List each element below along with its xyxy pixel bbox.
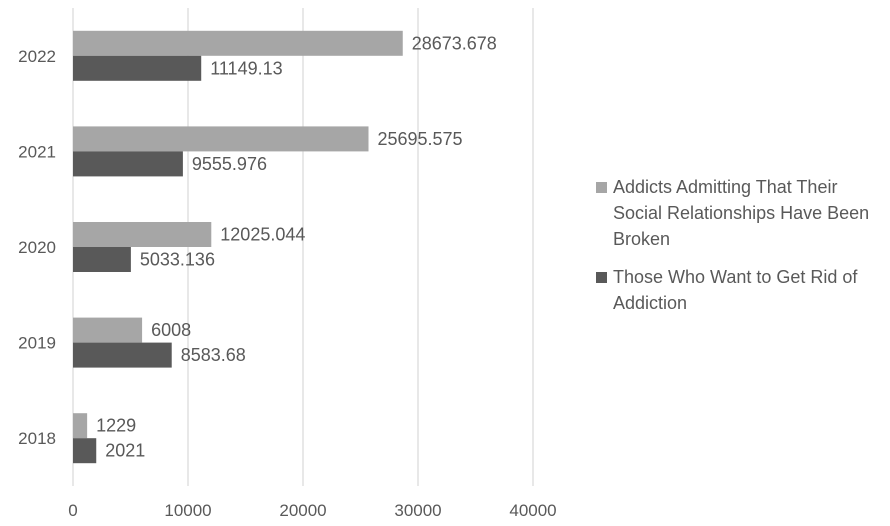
legend: Addicts Admitting That Their Social Rela… — [596, 174, 890, 328]
data-label-series1-2021: 9555.976 — [192, 154, 267, 174]
x-tick-label-10000: 10000 — [164, 501, 211, 520]
category-label-2022: 2022 — [18, 47, 56, 66]
data-label-series0-2021: 25695.575 — [377, 129, 462, 149]
data-label-series0-2019: 6008 — [151, 320, 191, 340]
category-label-2018: 2018 — [18, 429, 56, 448]
bar-series0-2020 — [73, 222, 212, 247]
bar-series1-2022 — [73, 55, 202, 81]
data-label-series1-2019: 8583.68 — [181, 345, 246, 365]
bars — [73, 30, 403, 464]
gridlines — [72, 8, 534, 486]
category-label-2020: 2020 — [18, 238, 56, 257]
bar-series1-2019 — [73, 342, 172, 368]
bar-series0-2021 — [73, 126, 369, 152]
legend-label-get-rid-of-addiction: Those Who Want to Get Rid of Addiction — [613, 267, 858, 313]
bar-series1-2018 — [73, 438, 97, 464]
x-tick-labels: 0 10000 20000 30000 40000 — [68, 501, 556, 520]
category-labels: 2018 2019 2020 2021 2022 — [18, 47, 56, 448]
legend-label-relationships-broken: Addicts Admitting That Their Social Rela… — [613, 177, 870, 249]
legend-item-get-rid-of-addiction: Those Who Want to Get Rid of Addiction — [596, 264, 890, 316]
legend-swatch-relationships-broken — [596, 182, 607, 193]
data-label-series0-2020: 12025.044 — [220, 225, 305, 245]
bar-series0-2022 — [73, 30, 403, 56]
bar-series0-2018 — [73, 413, 88, 439]
category-label-2021: 2021 — [18, 142, 56, 161]
data-label-series1-2018: 2021 — [105, 441, 145, 461]
legend-swatch-get-rid-of-addiction — [596, 272, 607, 283]
data-label-series1-2022: 11149.13 — [210, 58, 282, 78]
data-label-series0-2022: 28673.678 — [412, 33, 497, 53]
x-tick-label-0: 0 — [68, 501, 77, 520]
data-label-series0-2018: 1229 — [96, 416, 136, 436]
x-tick-label-40000: 40000 — [509, 501, 556, 520]
bar-series1-2020 — [73, 247, 131, 272]
bar-series1-2021 — [73, 151, 183, 177]
bar-series0-2019 — [73, 317, 143, 343]
category-label-2019: 2019 — [18, 334, 56, 353]
x-tick-label-30000: 30000 — [394, 501, 441, 520]
legend-item-relationships-broken: Addicts Admitting That Their Social Rela… — [596, 174, 890, 252]
data-labels: 1229 6008 12025.044 25695.575 28673.678 2021 8… — [96, 33, 497, 460]
data-label-series1-2020: 5033.136 — [140, 250, 215, 270]
x-tick-label-20000: 20000 — [279, 501, 326, 520]
